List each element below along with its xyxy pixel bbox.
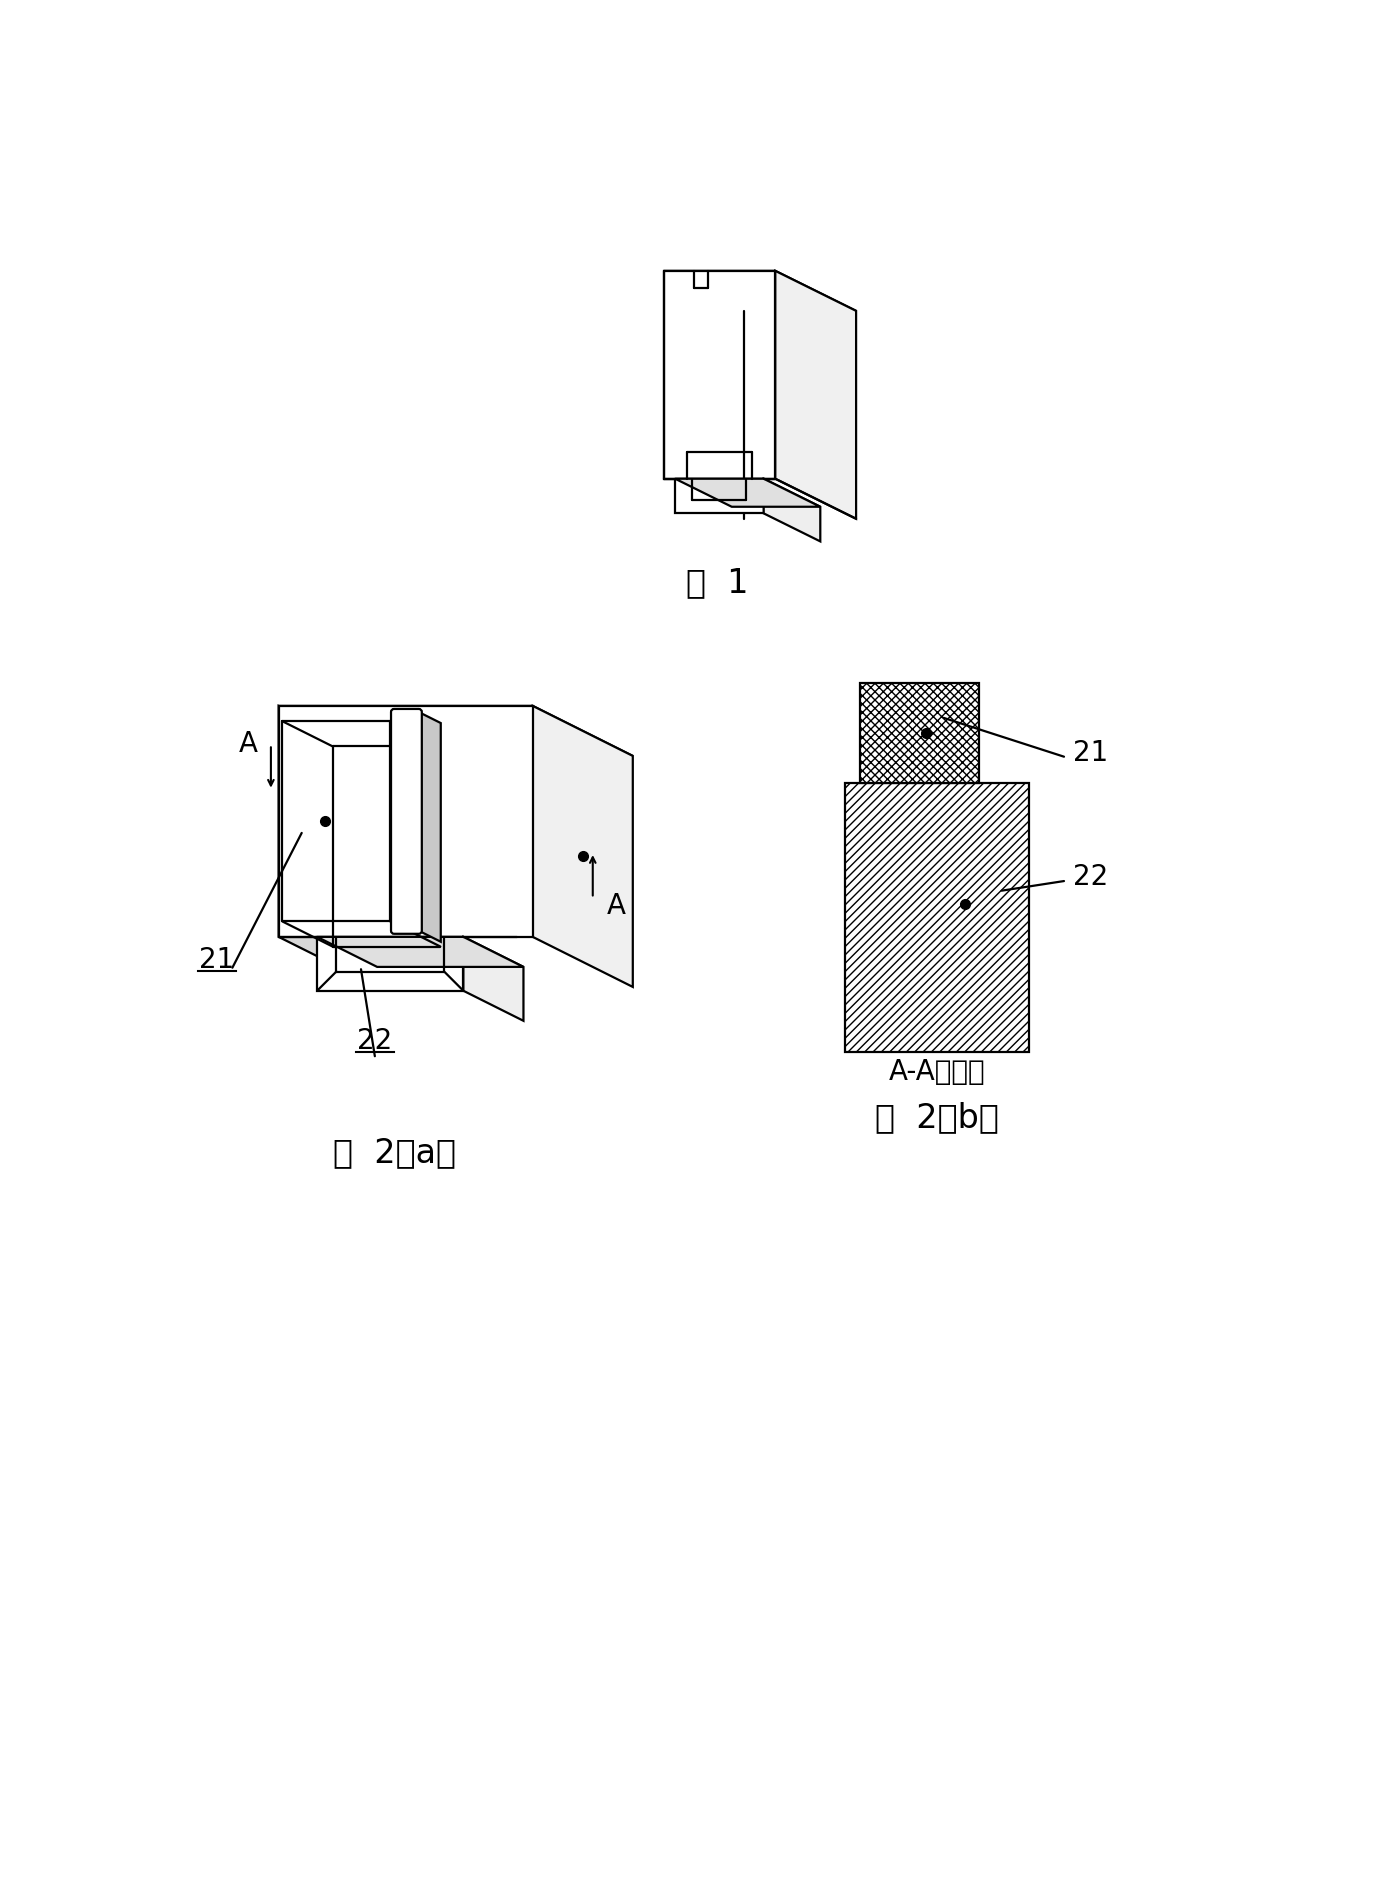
Text: 21: 21 bbox=[199, 946, 235, 975]
Text: A: A bbox=[606, 893, 626, 920]
Text: 22: 22 bbox=[1074, 863, 1109, 891]
Polygon shape bbox=[860, 684, 980, 783]
Text: 图  2（a）: 图 2（a） bbox=[333, 1137, 455, 1169]
Polygon shape bbox=[316, 937, 524, 967]
Polygon shape bbox=[532, 706, 633, 986]
Text: A: A bbox=[238, 731, 258, 758]
Polygon shape bbox=[419, 712, 441, 942]
Polygon shape bbox=[463, 937, 524, 1021]
FancyBboxPatch shape bbox=[391, 708, 421, 933]
Text: 21: 21 bbox=[1074, 739, 1109, 767]
Text: 图  2（b）: 图 2（b） bbox=[875, 1101, 998, 1135]
Polygon shape bbox=[675, 478, 820, 506]
Text: 图  1: 图 1 bbox=[686, 565, 749, 600]
Text: 22: 22 bbox=[357, 1026, 392, 1055]
Text: A-A剖视图: A-A剖视图 bbox=[889, 1057, 986, 1085]
Polygon shape bbox=[664, 270, 857, 310]
Polygon shape bbox=[675, 478, 764, 514]
Polygon shape bbox=[664, 270, 776, 478]
Polygon shape bbox=[764, 478, 820, 541]
Polygon shape bbox=[279, 706, 378, 986]
Polygon shape bbox=[279, 706, 532, 937]
Polygon shape bbox=[776, 270, 857, 518]
Polygon shape bbox=[316, 937, 463, 990]
Polygon shape bbox=[279, 706, 633, 756]
Polygon shape bbox=[844, 783, 1029, 1053]
